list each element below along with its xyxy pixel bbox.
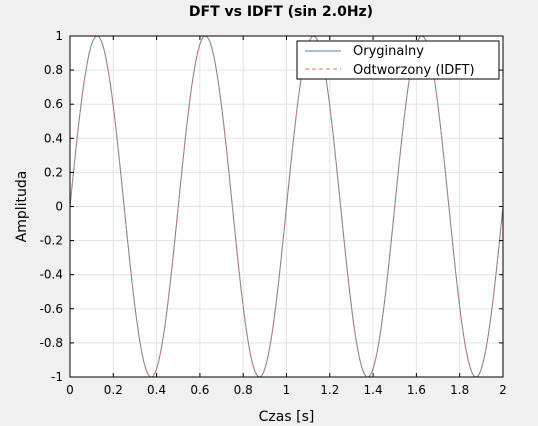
y-tick-label: -0.4 bbox=[40, 268, 63, 282]
axis-ticks: 0 0.2 0.4 0.6 0.8 1 1.2 1.4 1.6 1.8 2 1 0.8 0.6 0.4 0.2… bbox=[40, 29, 507, 397]
x-tick-label: 0.8 bbox=[234, 383, 253, 397]
x-tick-label: 1 bbox=[283, 383, 291, 397]
x-tick-label: 1.4 bbox=[364, 383, 383, 397]
x-tick-label: 1.8 bbox=[450, 383, 469, 397]
y-tick-label: 0 bbox=[55, 200, 63, 214]
y-tick-label: -0.6 bbox=[40, 302, 63, 316]
legend-box bbox=[296, 40, 500, 80]
y-tick-label: 0.8 bbox=[44, 63, 63, 77]
legend-label-odtworzony: Odtworzony (IDFT) bbox=[353, 63, 475, 78]
x-tick-label: 0.6 bbox=[190, 383, 209, 397]
x-axis-label: Czas [s] bbox=[259, 409, 315, 425]
y-tick-label: 0.6 bbox=[44, 97, 63, 111]
x-tick-label: 0 bbox=[66, 383, 74, 397]
y-tick-label: -0.2 bbox=[40, 234, 63, 248]
y-tick-label: 0.2 bbox=[44, 165, 63, 179]
y-tick-label: 0.4 bbox=[44, 131, 63, 145]
chart-title: DFT vs IDFT (sin 2.0Hz) bbox=[189, 4, 373, 20]
x-tick-label: 1.2 bbox=[320, 383, 339, 397]
legend: Oryginalny Odtworzony (IDFT) bbox=[296, 40, 500, 80]
series-line-odtworzony bbox=[69, 35, 504, 378]
y-tick-label: -1 bbox=[51, 370, 63, 384]
x-tick-label: 2 bbox=[499, 383, 507, 397]
y-tick-label: -0.8 bbox=[40, 336, 63, 350]
legend-label-oryginalny: Oryginalny bbox=[353, 44, 424, 59]
x-tick-label: 0.2 bbox=[104, 383, 123, 397]
y-tick-label: 1 bbox=[55, 29, 63, 43]
x-tick-label: 0.4 bbox=[147, 383, 166, 397]
y-axis-label: Amplituda bbox=[14, 171, 30, 243]
x-tick-label: 1.6 bbox=[407, 383, 426, 397]
